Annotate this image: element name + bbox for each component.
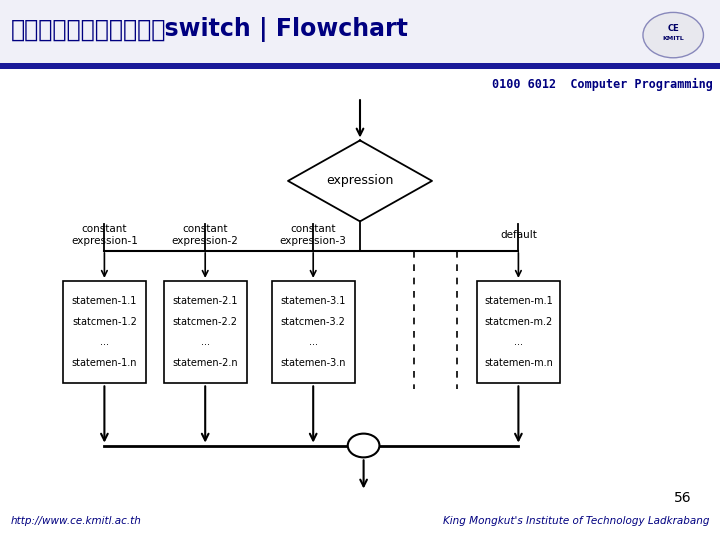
Text: ...: ... — [309, 338, 318, 347]
Text: statemen-1.n: statemen-1.n — [72, 358, 137, 368]
Text: ...: ... — [201, 338, 210, 347]
Text: 56: 56 — [674, 491, 691, 505]
Text: statemen-3.n: statemen-3.n — [281, 358, 346, 368]
Text: statemen-2.n: statemen-2.n — [172, 358, 238, 368]
Bar — [0, 63, 720, 69]
Bar — [0, 0, 720, 68]
Text: default: default — [500, 230, 537, 240]
Text: constant
expression-3: constant expression-3 — [280, 224, 346, 246]
Text: statemen-m.1: statemen-m.1 — [484, 296, 553, 306]
Text: CE: CE — [667, 24, 679, 32]
Text: constant
expression-2: constant expression-2 — [172, 224, 238, 246]
Text: switch | Flowchart: switch | Flowchart — [148, 17, 408, 42]
Text: การใชคำสั่ง: การใชคำสั่ง — [11, 18, 166, 42]
Text: King Mongkut's Institute of Technology Ladkrabang: King Mongkut's Institute of Technology L… — [443, 516, 709, 526]
Text: statcmen-2.2: statcmen-2.2 — [173, 317, 238, 327]
Bar — [477, 281, 560, 383]
Text: statcmen-m.2: statcmen-m.2 — [485, 317, 552, 327]
Text: statemen-2.1: statemen-2.1 — [173, 296, 238, 306]
Text: statemen-1.1: statemen-1.1 — [72, 296, 137, 306]
Text: ...: ... — [100, 338, 109, 347]
Bar — [163, 281, 246, 383]
Text: ...: ... — [514, 338, 523, 347]
Circle shape — [643, 12, 703, 58]
Circle shape — [348, 434, 379, 457]
Bar — [272, 281, 355, 383]
Text: statemen-m.n: statemen-m.n — [484, 358, 553, 368]
Text: constant
expression-1: constant expression-1 — [71, 224, 138, 246]
Text: expression: expression — [326, 174, 394, 187]
Text: statcmen-1.2: statcmen-1.2 — [72, 317, 137, 327]
Bar — [63, 281, 145, 383]
Text: KMITL: KMITL — [662, 36, 684, 42]
Text: statcmen-3.2: statcmen-3.2 — [281, 317, 346, 327]
Text: 0100 6012  Computer Programming: 0100 6012 Computer Programming — [492, 78, 713, 91]
Text: http://www.ce.kmitl.ac.th: http://www.ce.kmitl.ac.th — [11, 516, 142, 526]
Text: statemen-3.1: statemen-3.1 — [281, 296, 346, 306]
